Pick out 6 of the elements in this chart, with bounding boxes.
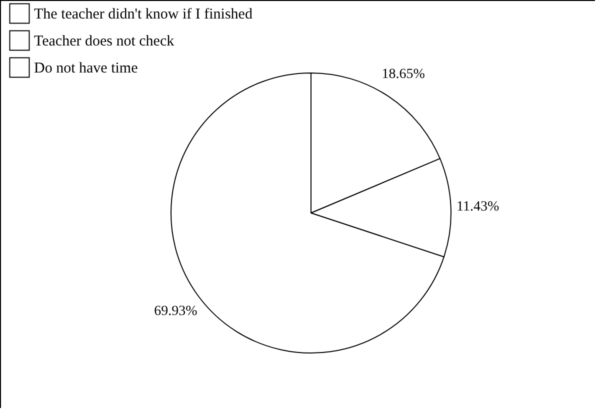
data-label: 69.93% [154,304,198,319]
data-label: 18.65% [382,66,426,82]
legend-label: Teacher does not check [34,34,175,50]
legend-label: Do not have time [34,60,138,76]
data-label: 11.43% [456,199,500,214]
legend-label: The teacher didn't know if I finished [34,6,253,22]
